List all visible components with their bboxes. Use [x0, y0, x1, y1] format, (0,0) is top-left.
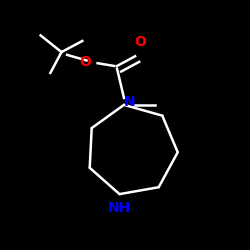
Text: N: N [124, 95, 135, 109]
Text: O: O [135, 35, 146, 49]
Text: O: O [79, 55, 91, 69]
Text: NH: NH [108, 201, 131, 215]
